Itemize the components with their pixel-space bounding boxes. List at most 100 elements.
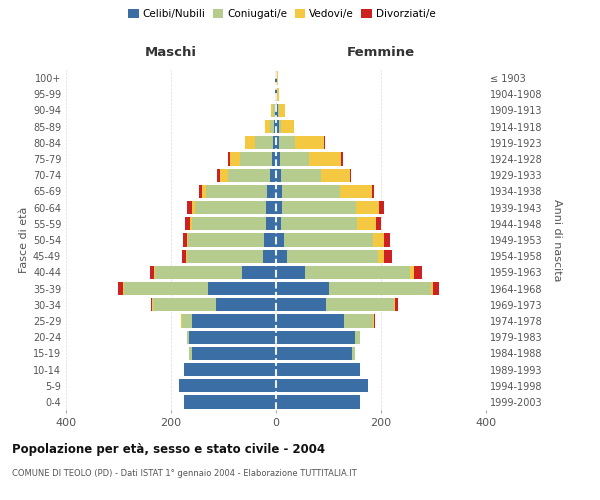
Bar bbox=[414, 266, 422, 279]
Bar bbox=[276, 330, 355, 344]
Bar bbox=[358, 217, 376, 230]
Bar bbox=[376, 217, 381, 230]
Bar bbox=[155, 266, 242, 279]
Bar bbox=[383, 234, 390, 246]
Bar bbox=[240, 152, 272, 166]
Bar bbox=[340, 185, 371, 198]
Bar bbox=[124, 282, 208, 295]
Bar bbox=[287, 250, 379, 263]
Bar bbox=[279, 136, 295, 149]
Bar bbox=[373, 234, 383, 246]
Bar bbox=[356, 201, 379, 214]
Bar bbox=[278, 120, 281, 134]
Bar bbox=[371, 185, 374, 198]
Bar bbox=[265, 120, 270, 134]
Bar bbox=[329, 282, 431, 295]
Bar bbox=[274, 104, 275, 117]
Bar bbox=[265, 217, 276, 230]
Bar bbox=[276, 104, 278, 117]
Bar bbox=[277, 72, 278, 85]
Bar bbox=[280, 152, 309, 166]
Bar bbox=[379, 250, 383, 263]
Bar bbox=[276, 201, 283, 214]
Bar bbox=[383, 250, 392, 263]
Bar bbox=[118, 282, 123, 295]
Bar bbox=[187, 330, 190, 344]
Bar bbox=[433, 282, 439, 295]
Bar bbox=[187, 250, 263, 263]
Bar bbox=[192, 201, 194, 214]
Bar bbox=[265, 234, 276, 246]
Bar bbox=[194, 201, 265, 214]
Bar bbox=[276, 250, 287, 263]
Bar bbox=[274, 120, 276, 134]
Bar bbox=[185, 217, 190, 230]
Bar bbox=[266, 185, 276, 198]
Text: Popolazione per età, sesso e stato civile - 2004: Popolazione per età, sesso e stato civil… bbox=[12, 442, 325, 456]
Bar bbox=[276, 379, 368, 392]
Bar bbox=[281, 168, 320, 182]
Bar bbox=[154, 266, 155, 279]
Bar bbox=[182, 250, 186, 263]
Bar bbox=[270, 168, 276, 182]
Bar bbox=[283, 185, 340, 198]
Bar bbox=[276, 363, 360, 376]
Y-axis label: Anni di nascita: Anni di nascita bbox=[553, 198, 562, 281]
Bar bbox=[206, 185, 266, 198]
Bar bbox=[274, 136, 276, 149]
Bar bbox=[187, 201, 192, 214]
Bar bbox=[184, 363, 276, 376]
Bar bbox=[190, 217, 192, 230]
Bar bbox=[186, 250, 187, 263]
Bar bbox=[182, 234, 187, 246]
Bar bbox=[202, 185, 206, 198]
Text: COMUNE DI TEOLO (PD) - Dati ISTAT 1° gennaio 2004 - Elaborazione TUTTITALIA.IT: COMUNE DI TEOLO (PD) - Dati ISTAT 1° gen… bbox=[12, 469, 357, 478]
Bar bbox=[276, 234, 284, 246]
Bar bbox=[192, 217, 265, 230]
Bar bbox=[275, 104, 276, 117]
Bar bbox=[245, 136, 255, 149]
Bar bbox=[324, 136, 325, 149]
Bar bbox=[150, 266, 154, 279]
Bar bbox=[199, 185, 202, 198]
Bar bbox=[276, 314, 344, 328]
Bar bbox=[278, 104, 285, 117]
Bar bbox=[276, 120, 278, 134]
Bar bbox=[188, 234, 265, 246]
Bar bbox=[255, 136, 274, 149]
Bar bbox=[344, 314, 373, 328]
Bar bbox=[192, 346, 276, 360]
Bar bbox=[410, 266, 414, 279]
Y-axis label: Fasce di età: Fasce di età bbox=[19, 207, 29, 273]
Text: Femmine: Femmine bbox=[347, 46, 415, 59]
Legend: Celibi/Nubili, Coniugati/e, Vedovi/e, Divorziati/e: Celibi/Nubili, Coniugati/e, Vedovi/e, Di… bbox=[124, 5, 440, 24]
Bar bbox=[182, 314, 192, 328]
Bar bbox=[276, 217, 281, 230]
Bar bbox=[320, 168, 349, 182]
Bar bbox=[228, 168, 270, 182]
Bar bbox=[295, 136, 324, 149]
Bar bbox=[276, 136, 279, 149]
Bar bbox=[228, 152, 230, 166]
Bar bbox=[276, 396, 360, 408]
Bar bbox=[276, 282, 329, 295]
Bar bbox=[220, 168, 228, 182]
Bar bbox=[276, 266, 305, 279]
Bar bbox=[326, 298, 394, 312]
Bar bbox=[230, 152, 240, 166]
Bar bbox=[431, 282, 433, 295]
Bar bbox=[270, 120, 274, 134]
Bar bbox=[283, 201, 356, 214]
Bar bbox=[305, 266, 410, 279]
Bar bbox=[276, 168, 281, 182]
Bar bbox=[276, 185, 283, 198]
Bar bbox=[276, 152, 280, 166]
Bar bbox=[281, 120, 295, 134]
Bar bbox=[190, 330, 276, 344]
Text: Maschi: Maschi bbox=[145, 46, 197, 59]
Bar bbox=[192, 314, 276, 328]
Bar bbox=[355, 330, 360, 344]
Bar bbox=[394, 298, 395, 312]
Bar bbox=[187, 234, 188, 246]
Bar bbox=[179, 379, 276, 392]
